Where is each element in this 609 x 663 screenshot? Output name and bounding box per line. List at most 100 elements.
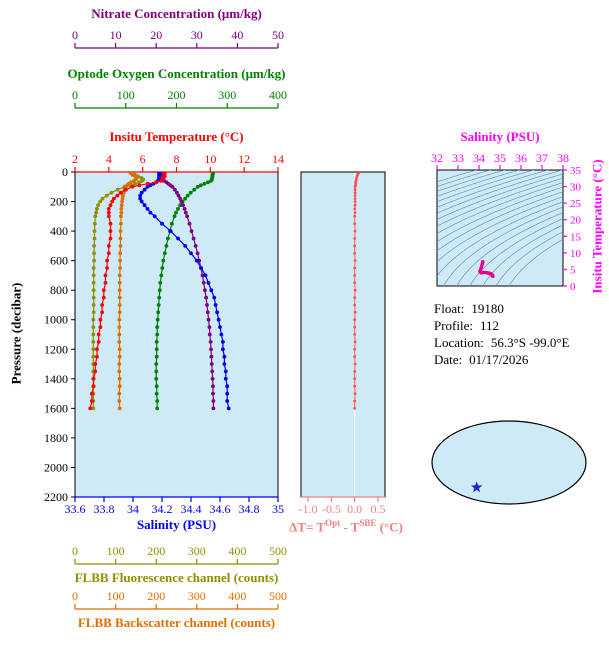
world-map — [431, 420, 587, 505]
svg-text:0.0: 0.0 — [347, 502, 362, 516]
svg-text:2000: 2000 — [44, 460, 68, 474]
nitrate-axis: 0 10 20 30 40 50 — [72, 28, 284, 49]
salinity-axis-title: Salinity (PSU) — [136, 517, 217, 532]
backscatter-axis-title: FLBB Backscatter channel (counts) — [77, 615, 276, 630]
date-value: 01/17/2026 — [469, 352, 529, 367]
svg-text:30: 30 — [191, 28, 203, 42]
delta-t-title-sup: SBE — [359, 518, 377, 528]
svg-text:25: 25 — [570, 198, 582, 210]
svg-text:200: 200 — [168, 88, 186, 102]
delta-t-title-part: ΔT= T — [289, 519, 326, 535]
continent-landmass — [578, 482, 582, 489]
ts-salinity-axis-title: Salinity (PSU) — [460, 129, 540, 144]
svg-text:8: 8 — [174, 152, 180, 166]
svg-text:0: 0 — [62, 165, 68, 179]
svg-text:10: 10 — [204, 152, 216, 166]
svg-text:20: 20 — [150, 28, 162, 42]
ts-temperature-axis-title: Insitu Temperature (°C) — [589, 159, 605, 294]
profile-label: Profile: — [434, 318, 473, 333]
oxygen-profile-curve — [154, 172, 215, 411]
svg-text:20: 20 — [570, 215, 582, 227]
profile-row: Profile: 112 — [434, 318, 569, 334]
temperature-axis: 2 4 6 8 10 12 14 — [72, 152, 284, 173]
svg-text:400: 400 — [228, 589, 246, 603]
fluorescence-axis-title: FLBB Fluorescence channel (counts) — [74, 570, 279, 585]
pressure-axis-title: Pressure (decibar) — [8, 282, 24, 385]
delta-t-title-sup: Opt — [325, 518, 341, 528]
svg-text:5: 5 — [570, 264, 576, 276]
svg-text:200: 200 — [50, 195, 68, 209]
float-info-block: Float: 19180 Profile: 112 Location: 56.3°S … — [434, 301, 569, 369]
float-id-value: 19180 — [471, 301, 504, 316]
temperature-profile-curve — [88, 172, 167, 411]
svg-text:400: 400 — [228, 544, 246, 558]
svg-text:200: 200 — [147, 589, 165, 603]
svg-text:500: 500 — [269, 544, 287, 558]
svg-text:800: 800 — [50, 283, 68, 297]
svg-text:1800: 1800 — [44, 431, 68, 445]
svg-text:1600: 1600 — [44, 401, 68, 415]
svg-text:0: 0 — [72, 88, 78, 102]
delta-t-axis-title: ΔT= TOpt - TSBE (°C) — [281, 516, 411, 534]
svg-text:300: 300 — [188, 544, 206, 558]
delta-t-title-part: - T — [340, 519, 360, 535]
svg-text:34.2: 34.2 — [152, 502, 173, 516]
location-label: Location: — [434, 335, 484, 350]
svg-text:15: 15 — [570, 231, 582, 243]
svg-text:34.8: 34.8 — [239, 502, 260, 516]
fluorescence-axis: 0 100 200 300 400 500 — [72, 544, 287, 565]
svg-text:300: 300 — [218, 88, 236, 102]
backscatter-axis: 0 100 200 300 400 500 — [72, 589, 287, 610]
svg-text:10: 10 — [110, 28, 122, 42]
ts-profile-curve — [478, 260, 495, 279]
svg-text:0.5: 0.5 — [371, 502, 386, 516]
svg-text:33.8: 33.8 — [94, 502, 115, 516]
svg-text:0: 0 — [72, 28, 78, 42]
svg-text:34: 34 — [127, 502, 139, 516]
svg-text:400: 400 — [269, 88, 287, 102]
svg-text:34: 34 — [473, 151, 485, 165]
nitrate-axis-title: Nitrate Concentration (μm/kg) — [91, 6, 262, 21]
svg-text:32: 32 — [431, 151, 443, 165]
svg-text:100: 100 — [117, 88, 135, 102]
temperature-axis-title: Insitu Temperature (°C) — [109, 129, 244, 144]
svg-text:-1.0: -1.0 — [299, 502, 318, 516]
plot-backgrounds — [75, 169, 564, 498]
svg-text:33.6: 33.6 — [65, 502, 86, 516]
svg-text:0: 0 — [570, 281, 576, 293]
svg-text:2200: 2200 — [44, 490, 68, 504]
date-row: Date: 01/17/2026 — [434, 352, 569, 368]
svg-text:1200: 1200 — [44, 342, 68, 356]
svg-text:14: 14 — [272, 152, 284, 166]
svg-text:34.6: 34.6 — [210, 502, 231, 516]
svg-text:40: 40 — [231, 28, 243, 42]
oxygen-axis: 0 100 200 300 400 — [72, 88, 287, 109]
svg-text:600: 600 — [50, 254, 68, 268]
svg-text:-0.5: -0.5 — [322, 502, 341, 516]
delta-t-title-part: (°C) — [376, 519, 403, 535]
svg-text:12: 12 — [238, 152, 250, 166]
float-id-label: Float: — [434, 301, 465, 316]
float-id-row: Float: 19180 — [434, 301, 569, 317]
delta-t-curve — [353, 172, 361, 410]
svg-text:38: 38 — [557, 151, 569, 165]
ts-density-contours — [437, 170, 563, 286]
svg-text:500: 500 — [269, 589, 287, 603]
svg-text:37: 37 — [536, 151, 548, 165]
svg-text:36: 36 — [515, 151, 527, 165]
svg-text:1400: 1400 — [44, 372, 68, 386]
main-plot-frame — [74, 172, 279, 497]
svg-text:34.4: 34.4 — [181, 502, 202, 516]
svg-text:1000: 1000 — [44, 313, 68, 327]
salinity-axis: 33.6 33.8 34 34.2 34.4 34.6 34.8 35 — [65, 496, 284, 516]
float-location-star — [471, 481, 483, 493]
svg-text:33: 33 — [452, 151, 464, 165]
svg-text:35: 35 — [494, 151, 506, 165]
svg-text:0: 0 — [72, 589, 78, 603]
pressure-axis: 0 200 400 600 800 1000 1200 1400 1600 1800 2000 220… — [44, 165, 75, 504]
svg-text:6: 6 — [140, 152, 146, 166]
svg-text:50: 50 — [272, 28, 284, 42]
svg-text:30: 30 — [570, 182, 582, 194]
svg-text:300: 300 — [188, 589, 206, 603]
